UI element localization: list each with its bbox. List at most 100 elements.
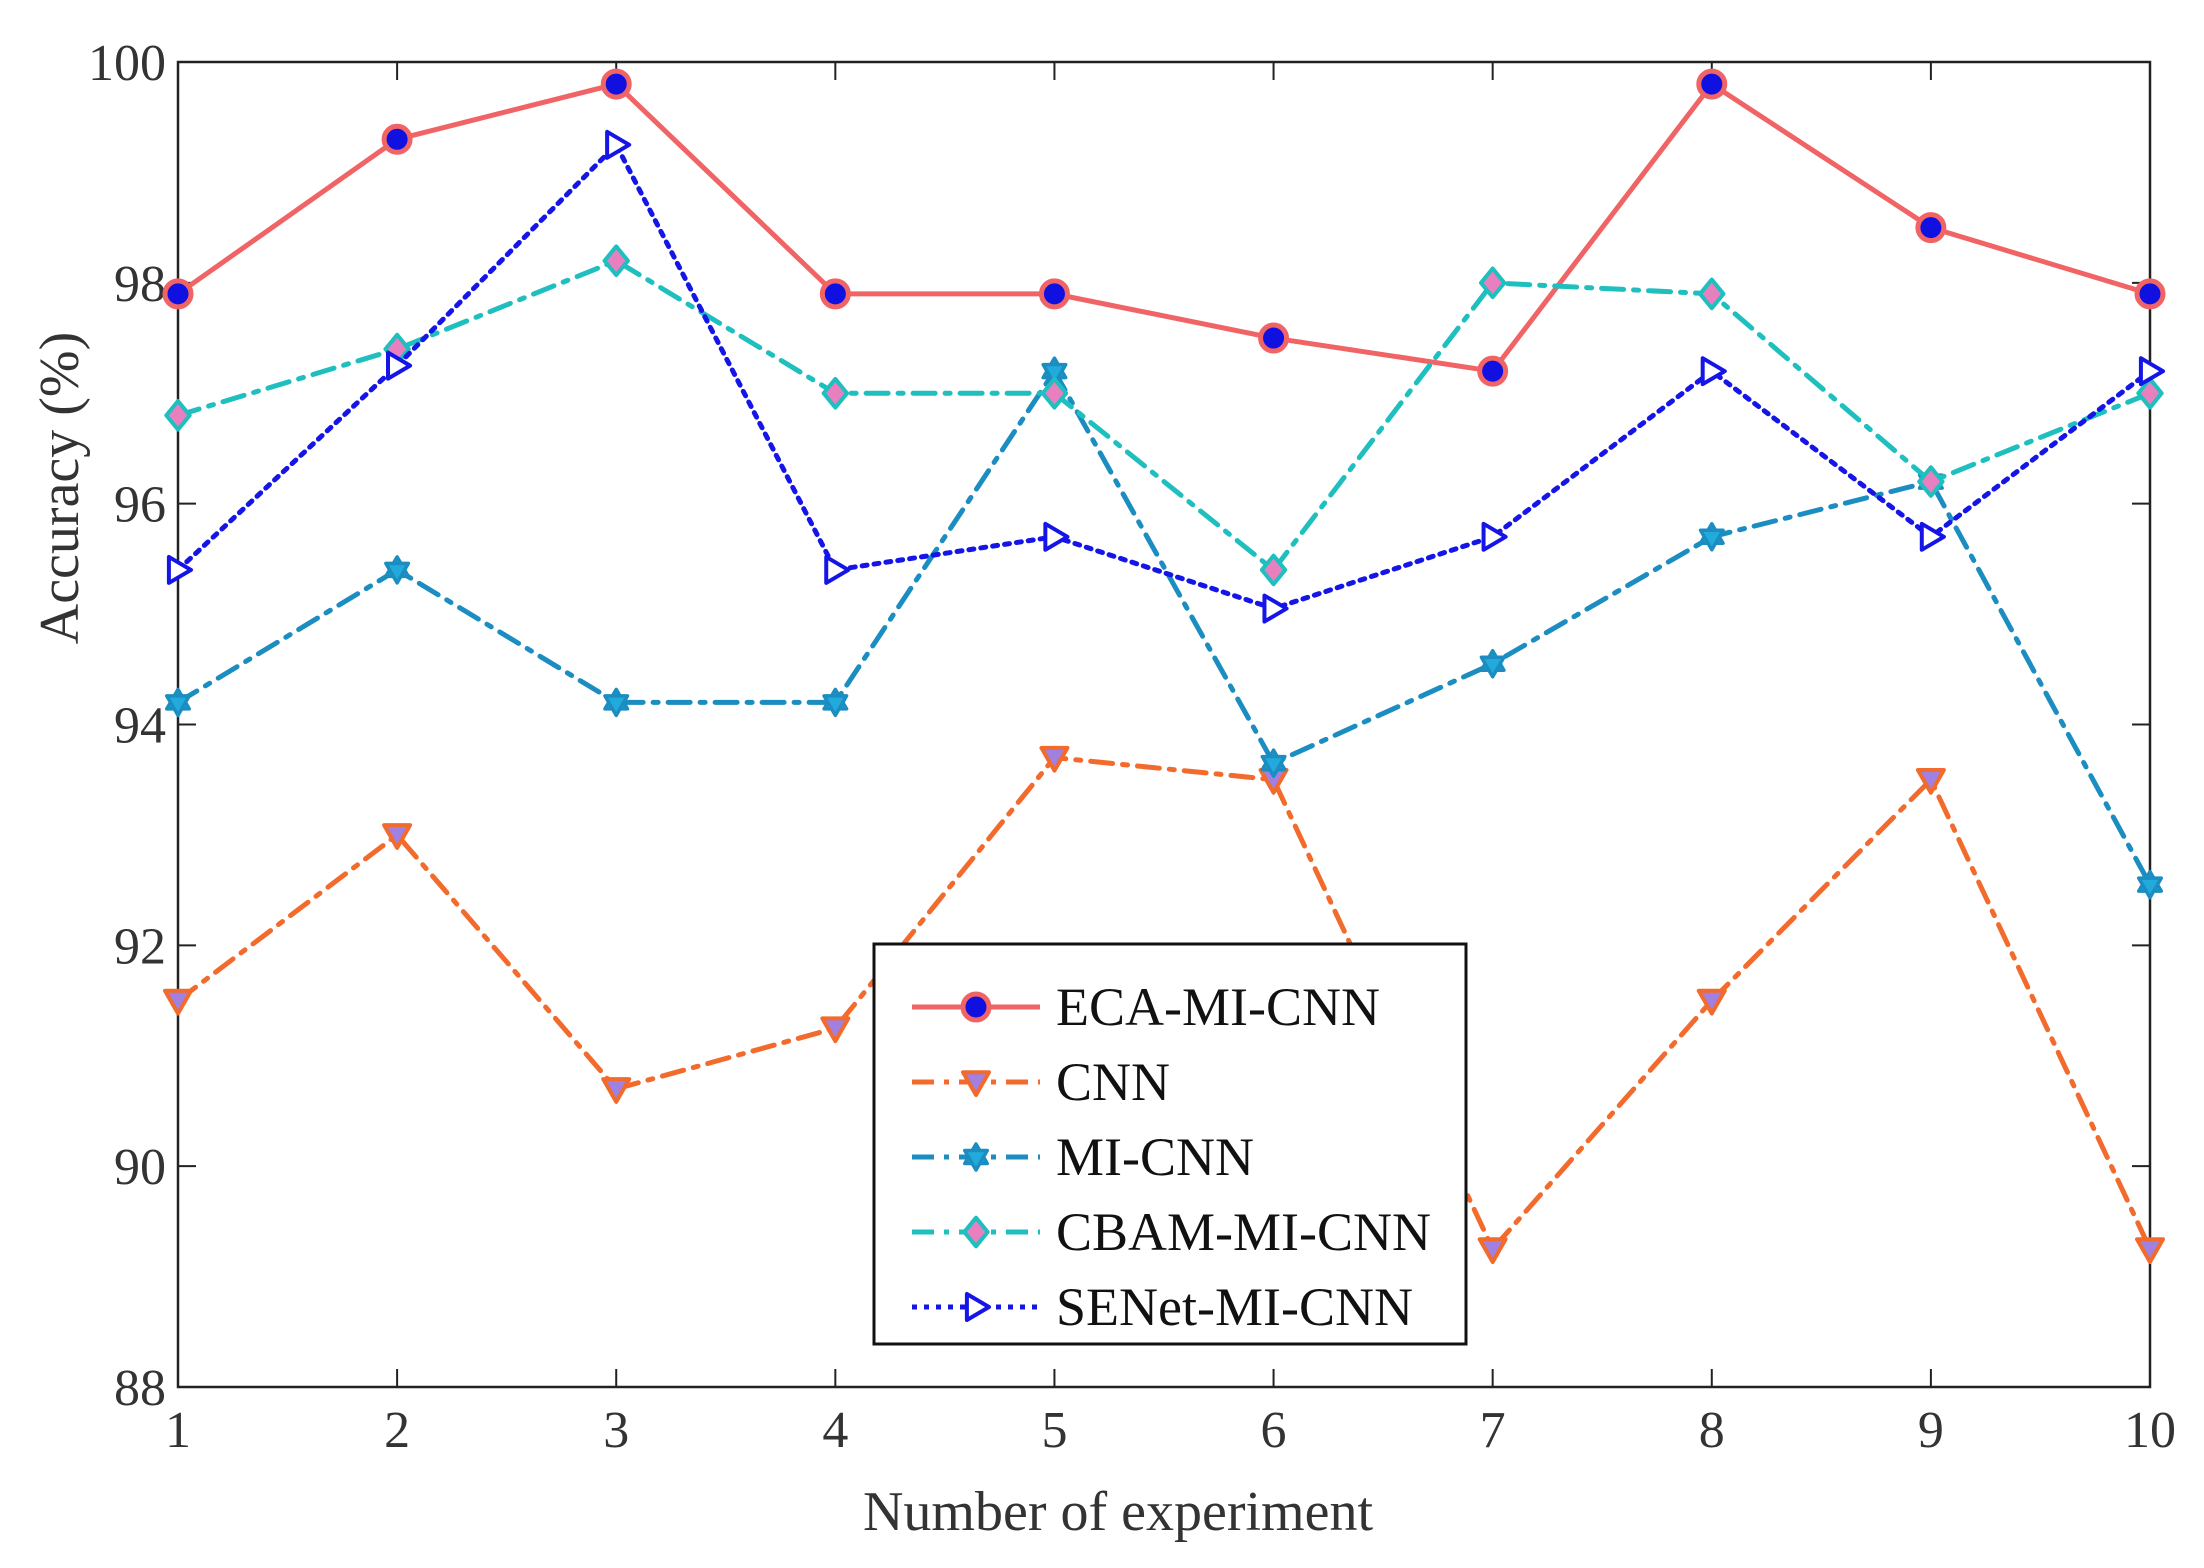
- data-point-cnn: [601, 1077, 632, 1104]
- legend-marker-mi-cnn-tri-b: [962, 1148, 990, 1172]
- data-point-eca-mi-cnn: [1038, 278, 1070, 310]
- data-point-eca-mi-cnn: [1696, 68, 1728, 100]
- data-point-eca-mi-cnn: [1477, 355, 1509, 387]
- legend-label-eca-mi-cnn: ECA-MI-CNN: [1056, 977, 1380, 1037]
- x-axis-label: Number of experiment: [863, 1481, 1373, 1543]
- y-tick-label: 88: [114, 1360, 166, 1417]
- axes-group: 1 2 3 4 5 6 7 8 9 10 88 90 92 94 96 98 100: [88, 35, 2176, 1459]
- legend-marker-cnn: [961, 1070, 991, 1097]
- y-tick-label: 100: [88, 35, 166, 92]
- data-point-cbam-mi-cnn: [1478, 266, 1507, 300]
- legend-marker-mi-cnn: [962, 1142, 990, 1172]
- x-tick-label: 3: [603, 1402, 629, 1459]
- x-tick-label: 7: [1480, 1402, 1506, 1459]
- legend-marker-eca-mi-cnn: [960, 991, 992, 1023]
- x-tick-label: 4: [822, 1402, 848, 1459]
- series-line-cnn: [175, 755, 2153, 1252]
- x-tick-label: 1: [165, 1402, 191, 1459]
- legend-marker-cbam-mi-cnn: [962, 1215, 990, 1249]
- data-point-senet-mi-cnn: [1481, 521, 1508, 552]
- data-point-cnn: [2135, 1237, 2165, 1264]
- legend-label-mi-cnn: MI-CNN: [1056, 1127, 1254, 1187]
- data-point-senet-mi-cnn: [166, 554, 193, 585]
- data-point-mi-cnn-tri-b: [822, 694, 849, 718]
- series-line-senet-mi-cnn: [175, 142, 2153, 612]
- data-point-mi-cnn: [822, 687, 849, 718]
- data-point-mi-cnn: [1260, 748, 1287, 778]
- data-point-cbam-mi-cnn: [602, 244, 630, 278]
- data-point-mi-cnn: [384, 555, 411, 585]
- data-point-mi-cnn: [2136, 869, 2164, 900]
- data-point-cbam-mi-cnn: [1698, 277, 1726, 311]
- series-cnn: [163, 745, 2165, 1264]
- data-point-cbam-mi-cnn: [1917, 465, 1945, 498]
- data-point-cbam-mi-cnn: [2136, 376, 2164, 410]
- data-point-cnn: [163, 988, 193, 1016]
- data-point-cnn: [382, 823, 413, 850]
- data-point-mi-cnn-tri-b: [2136, 876, 2164, 900]
- y-tick-label: 98: [114, 256, 166, 313]
- data-point-cbam-mi-cnn: [821, 376, 850, 410]
- series-cbam-mi-cnn: [164, 244, 2164, 587]
- series-group: [162, 68, 2166, 1264]
- series-eca-mi-cnn: [162, 68, 2166, 387]
- x-tick-label: 8: [1699, 1402, 1725, 1459]
- data-point-mi-cnn-tri-b: [384, 561, 411, 585]
- series-line-eca-mi-cnn: [175, 81, 2153, 374]
- data-point-eca-mi-cnn: [162, 278, 194, 310]
- data-point-cnn: [1039, 745, 1070, 773]
- data-point-senet-mi-cnn: [1262, 593, 1289, 624]
- data-point-eca-mi-cnn: [1915, 212, 1947, 244]
- data-point-senet-mi-cnn: [386, 350, 413, 381]
- data-point-eca-mi-cnn: [1258, 322, 1290, 354]
- data-point-mi-cnn-tri-b: [164, 694, 192, 718]
- legend-label-senet-mi-cnn: SENet-MI-CNN: [1056, 1277, 1413, 1337]
- data-point-cnn: [820, 1016, 851, 1044]
- data-point-mi-cnn: [1698, 522, 1725, 552]
- data-point-mi-cnn-tri-b: [1479, 655, 1506, 679]
- y-tick-label: 90: [114, 1139, 166, 1196]
- legend: ECA-MI-CNN CNN MI-CNN CBAM-MI-CNN SENet-MI-C…: [872, 942, 1468, 1346]
- data-point-mi-cnn: [603, 687, 630, 718]
- legend-label-cbam-mi-cnn: CBAM-MI-CNN: [1056, 1202, 1431, 1262]
- x-tick-label: 2: [384, 1402, 410, 1459]
- data-point-mi-cnn-tri-b: [1041, 362, 1068, 386]
- data-point-cbam-mi-cnn: [1259, 553, 1288, 587]
- x-tick-label: 6: [1261, 1402, 1287, 1459]
- data-point-eca-mi-cnn: [2134, 278, 2166, 310]
- data-point-eca-mi-cnn: [381, 123, 413, 155]
- data-point-eca-mi-cnn: [819, 278, 851, 310]
- data-point-cnn: [1477, 1237, 1508, 1264]
- data-point-mi-cnn-tri-b: [1698, 528, 1725, 552]
- series-line-cbam-mi-cnn: [175, 258, 2153, 573]
- data-point-senet-mi-cnn: [1919, 521, 1946, 552]
- x-tick-label: 9: [1918, 1402, 1944, 1459]
- series-senet-mi-cnn: [166, 129, 2165, 624]
- legend-label-cnn: CNN: [1056, 1052, 1170, 1112]
- data-point-mi-cnn: [1041, 356, 1068, 386]
- legend-marker-senet-mi-cnn: [964, 1292, 991, 1322]
- data-point-senet-mi-cnn: [605, 129, 632, 160]
- y-tick-label: 94: [114, 698, 166, 755]
- data-point-cnn: [1696, 988, 1727, 1016]
- data-point-cnn: [1915, 767, 1946, 795]
- data-point-mi-cnn: [1479, 649, 1506, 679]
- data-point-senet-mi-cnn: [2138, 356, 2165, 387]
- data-point-senet-mi-cnn: [1043, 521, 1070, 552]
- series-line-mi-cnn: [175, 368, 2153, 888]
- data-point-mi-cnn-tri-b: [1260, 754, 1287, 778]
- y-tick-label: 96: [114, 477, 166, 534]
- data-point-senet-mi-cnn: [824, 554, 851, 585]
- y-axis-label: Accuracy (%): [29, 332, 91, 644]
- data-point-cbam-mi-cnn: [1040, 376, 1069, 410]
- data-point-senet-mi-cnn: [1700, 356, 1727, 387]
- data-point-mi-cnn-tri-b: [603, 694, 630, 718]
- data-point-mi-cnn: [164, 687, 192, 718]
- x-tick-label: 5: [1041, 1402, 1067, 1459]
- x-tick-label: 10: [2124, 1402, 2176, 1459]
- data-point-eca-mi-cnn: [600, 68, 632, 100]
- y-tick-label: 92: [114, 918, 166, 975]
- data-point-cbam-mi-cnn: [164, 399, 192, 432]
